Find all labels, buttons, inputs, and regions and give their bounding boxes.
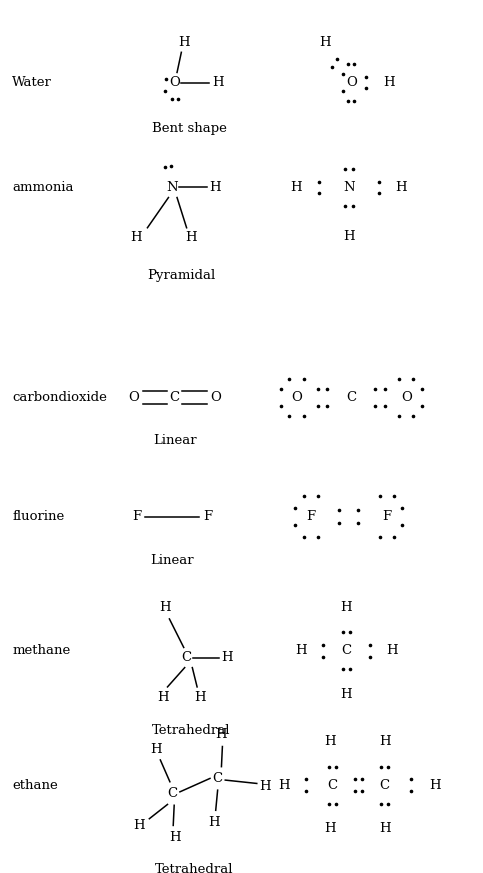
Text: C: C xyxy=(167,787,177,800)
Text: H: H xyxy=(396,181,407,194)
Text: Tetrahedral: Tetrahedral xyxy=(155,863,233,873)
Text: H: H xyxy=(341,688,353,701)
Text: H: H xyxy=(185,231,197,244)
Text: Water: Water xyxy=(13,76,52,89)
Text: carbondioxide: carbondioxide xyxy=(13,391,107,404)
Text: fluorine: fluorine xyxy=(13,510,65,523)
Text: H: H xyxy=(133,819,145,832)
Text: H: H xyxy=(341,601,353,614)
Text: O: O xyxy=(291,391,302,404)
Text: H: H xyxy=(157,691,169,705)
Text: C: C xyxy=(327,779,337,792)
Text: H: H xyxy=(343,230,355,243)
Text: Tetrahedral: Tetrahedral xyxy=(152,724,230,737)
Text: C: C xyxy=(341,644,352,657)
Text: H: H xyxy=(384,76,395,89)
Text: H: H xyxy=(210,181,221,194)
Text: O: O xyxy=(169,76,180,89)
Text: H: H xyxy=(291,181,302,194)
Text: H: H xyxy=(221,651,233,664)
Text: Linear: Linear xyxy=(153,435,197,448)
Text: H: H xyxy=(259,780,271,794)
Text: H: H xyxy=(212,76,224,89)
Text: Pyramidal: Pyramidal xyxy=(148,269,216,282)
Text: O: O xyxy=(346,76,357,89)
Text: O: O xyxy=(128,391,140,404)
Text: ammonia: ammonia xyxy=(13,181,74,194)
Text: H: H xyxy=(324,735,336,748)
Text: Linear: Linear xyxy=(151,553,194,567)
Text: H: H xyxy=(130,231,142,244)
Text: F: F xyxy=(203,510,213,523)
Text: H: H xyxy=(208,815,220,828)
Text: H: H xyxy=(215,728,227,741)
Text: H: H xyxy=(386,644,398,657)
Text: N: N xyxy=(167,181,178,194)
Text: ethane: ethane xyxy=(13,779,58,792)
Text: C: C xyxy=(170,391,180,404)
Text: methane: methane xyxy=(13,644,71,657)
Text: H: H xyxy=(159,601,171,614)
Text: O: O xyxy=(210,391,221,404)
Text: O: O xyxy=(401,391,412,404)
Text: H: H xyxy=(319,36,331,49)
Text: H: H xyxy=(429,779,440,792)
Text: N: N xyxy=(343,181,355,194)
Text: C: C xyxy=(380,779,390,792)
Text: H: H xyxy=(296,644,307,657)
Text: H: H xyxy=(194,691,206,705)
Text: H: H xyxy=(178,36,190,49)
Text: C: C xyxy=(182,651,192,664)
Text: H: H xyxy=(379,735,391,748)
Text: C: C xyxy=(213,772,223,785)
Text: H: H xyxy=(279,779,290,792)
Text: H: H xyxy=(150,744,161,756)
Text: F: F xyxy=(306,510,315,523)
Text: H: H xyxy=(324,822,336,835)
Text: H: H xyxy=(169,831,181,843)
Text: Bent shape: Bent shape xyxy=(152,122,227,135)
Text: F: F xyxy=(383,510,392,523)
Text: C: C xyxy=(346,391,356,404)
Text: H: H xyxy=(379,822,391,835)
Text: F: F xyxy=(132,510,141,523)
